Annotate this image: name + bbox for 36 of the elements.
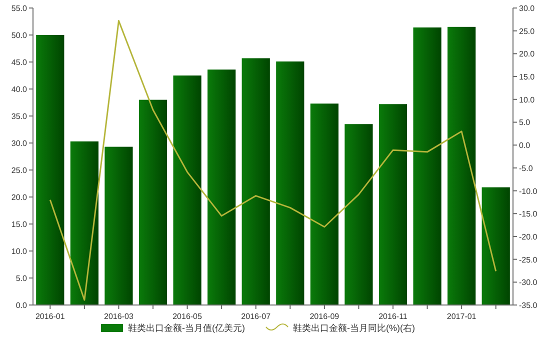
y-tick-label: 45.0 (11, 58, 28, 67)
x-tick-label: 2016-11 (378, 312, 408, 321)
y2-tick-label: 10.0 (519, 95, 536, 104)
x-tick-label: 2016-09 (310, 312, 340, 321)
x-tick-label: 2016-07 (241, 312, 272, 321)
y-tick-label: 5.0 (16, 274, 28, 283)
y-tick-label: 10.0 (11, 247, 28, 256)
y2-tick-label: -30.0 (519, 278, 538, 288)
x-tick-label: 2016-01 (35, 312, 66, 321)
y-tick-label: 35.0 (11, 112, 28, 121)
y2-tick-label: -20.0 (519, 232, 538, 242)
y-tick-label: 0.0 (16, 301, 28, 310)
y2-tick-label: 15.0 (519, 72, 536, 82)
y-tick-label: 50.0 (11, 31, 28, 40)
y2-tick-label: -25.0 (519, 255, 538, 264)
y-tick-label: 55.0 (11, 4, 28, 13)
y-tick-label: 15.0 (11, 220, 28, 229)
y2-tick-label: 5.0 (519, 118, 531, 128)
legend-label: 鞋类出口金额-当月同比(%)(右) (293, 323, 415, 333)
y2-tick-label: -35.0 (519, 301, 538, 310)
y2-tick-label: 30.0 (519, 4, 536, 13)
legend-label: 鞋类出口金额-当月值(亿美元) (128, 323, 245, 333)
y2-tick-label: -5.0 (519, 164, 534, 173)
x-tick-label: 2016-05 (172, 312, 203, 321)
line-series (49, 20, 497, 301)
y2-tick-label: 0.0 (519, 141, 531, 150)
y2-tick-label: 25.0 (519, 26, 536, 36)
y2-tick-label: -10.0 (519, 186, 538, 196)
y2-tick-label: -15.0 (519, 210, 538, 219)
x-tick-label: 2017-01 (446, 312, 477, 321)
x-tick-label: 2016-03 (104, 312, 134, 321)
y-tick-label: 30.0 (11, 139, 28, 148)
y2-tick-label: 20.0 (519, 50, 536, 59)
y-tick-label: 25.0 (11, 166, 28, 175)
y-tick-label: 40.0 (11, 85, 28, 94)
y-tick-label: 20.0 (11, 193, 28, 202)
